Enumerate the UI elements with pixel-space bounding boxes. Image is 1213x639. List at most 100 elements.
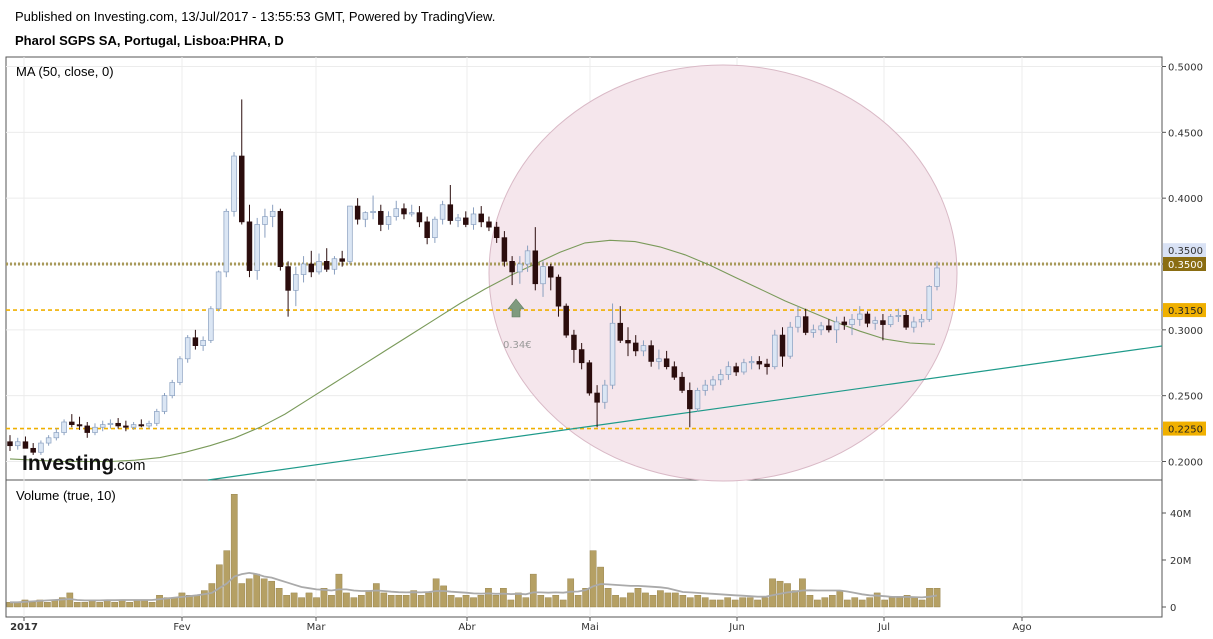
candle-body: [733, 366, 739, 373]
candle-body: [864, 313, 871, 324]
volume-bar: [455, 597, 462, 608]
candle-body: [818, 325, 824, 331]
candle: [563, 303, 569, 338]
volume-bar: [866, 597, 874, 608]
candle-body: [640, 345, 647, 352]
candle: [841, 316, 848, 330]
candle-body: [285, 266, 291, 291]
candlestick-series: [7, 99, 940, 455]
volume-bar: [821, 597, 829, 608]
candle: [385, 211, 392, 230]
candle-body: [687, 390, 693, 410]
candle: [107, 419, 114, 429]
volume-bar: [372, 583, 380, 608]
volume-y-tick-label: 0: [1170, 603, 1176, 614]
candle: [833, 316, 840, 343]
x-tick-label: Ago: [1012, 622, 1031, 633]
candle: [146, 420, 152, 429]
candle-body: [115, 422, 121, 427]
candle-body: [787, 326, 793, 357]
candle-body: [84, 425, 90, 433]
resistance-badge-bg: [1163, 257, 1206, 271]
x-tick-label: Jul: [877, 622, 890, 633]
candle: [787, 321, 793, 359]
candle-body: [772, 334, 778, 368]
volume-bar: [537, 595, 545, 608]
candle: [99, 420, 106, 432]
candle-body: [99, 424, 106, 428]
up-arrow-marker: [507, 298, 525, 318]
volume-bar: [589, 550, 597, 608]
volume-y-axis: 40M 20M 0: [1162, 509, 1191, 614]
time-x-axis: 2017 Fev Mar Abr Mai Jun Jul Ago: [10, 617, 1032, 633]
candle-body: [872, 320, 878, 324]
candle-body: [810, 329, 817, 333]
candle-body: [362, 212, 369, 220]
candle: [640, 340, 647, 357]
price-panel-title: MA (50, close, 0): [16, 64, 114, 79]
candle-body: [308, 263, 315, 273]
volume-bar: [126, 602, 133, 608]
candle-body: [146, 422, 152, 427]
volume-bar: [380, 592, 388, 608]
candle-body: [493, 226, 500, 239]
candle-body: [710, 379, 716, 386]
candle-body: [849, 318, 855, 325]
volume-bar: [21, 599, 29, 608]
candle-body: [76, 424, 83, 427]
candle-body: [432, 218, 438, 239]
candle: [432, 216, 438, 243]
volume-y-tick-label: 40M: [1170, 509, 1191, 520]
candle: [370, 195, 376, 220]
candle: [571, 329, 577, 363]
volume-bar: [746, 597, 754, 608]
candle: [378, 204, 384, 232]
volume-bar: [873, 592, 881, 608]
volume-bar: [843, 599, 851, 608]
candle: [161, 393, 168, 415]
candle-body: [509, 261, 515, 273]
volume-bar: [672, 592, 679, 608]
candle: [849, 314, 855, 336]
candle-body: [463, 217, 469, 225]
resistance-badge: 0.3500: [1168, 260, 1203, 271]
candle: [393, 200, 399, 221]
candle-body: [895, 315, 902, 318]
volume-bar: [552, 595, 560, 608]
candle: [733, 362, 739, 376]
candle-body: [208, 308, 214, 341]
candle-body: [161, 395, 168, 412]
candle-body: [130, 424, 137, 428]
candle-body: [486, 221, 492, 228]
candle: [269, 204, 276, 228]
volume-y-tick-label: 20M: [1170, 556, 1191, 567]
candle-body: [833, 321, 840, 331]
last-price-badge-bg: [1163, 243, 1206, 258]
volume-bar: [881, 599, 889, 608]
volume-bar: [358, 595, 365, 608]
candle-body: [269, 210, 276, 217]
candle: [586, 360, 593, 396]
volume-bar: [485, 588, 492, 608]
candle: [184, 335, 191, 363]
candle: [401, 203, 407, 220]
volume-bar: [604, 588, 612, 608]
candle: [687, 382, 693, 428]
volume-bar: [896, 597, 903, 608]
x-tick-label: Mai: [581, 622, 599, 633]
candle: [748, 356, 755, 370]
volume-bar: [574, 595, 582, 608]
candle: [802, 308, 809, 336]
published-line: Published on Investing.com, 13/Jul/2017 …: [15, 9, 496, 24]
candle: [115, 418, 121, 429]
candle-body: [555, 276, 562, 307]
volume-bar: [515, 592, 522, 608]
candle-body: [154, 411, 160, 424]
candle: [293, 266, 299, 307]
candle-body: [756, 361, 763, 365]
candle-body: [22, 441, 29, 449]
candle: [323, 248, 330, 272]
volume-bar: [283, 595, 290, 608]
candle: [14, 437, 21, 450]
